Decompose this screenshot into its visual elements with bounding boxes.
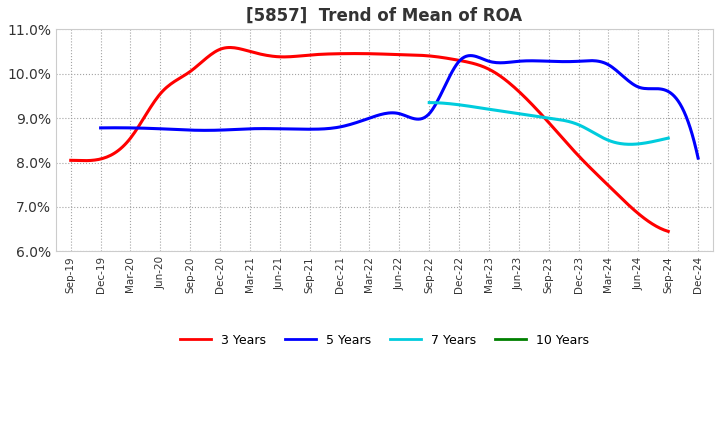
Line: 3 Years: 3 Years [71, 48, 668, 231]
5 Years [96, 125, 105, 131]
7 Years [664, 136, 672, 141]
5 Years [99, 125, 107, 131]
7 Years [567, 120, 576, 125]
3 Years [572, 151, 580, 156]
5 Years [640, 86, 649, 91]
7 Years [626, 142, 634, 147]
7 Years [627, 142, 636, 147]
5 Years [466, 53, 474, 58]
3 Years [434, 54, 443, 59]
3 Years [610, 189, 618, 194]
5 Years [452, 62, 461, 67]
Line: 5 Years: 5 Years [101, 55, 698, 158]
Legend: 3 Years, 5 Years, 7 Years, 10 Years: 3 Years, 5 Years, 7 Years, 10 Years [175, 329, 594, 352]
3 Years [226, 45, 235, 50]
5 Years [602, 61, 611, 66]
3 Years [424, 53, 433, 59]
7 Years [571, 121, 580, 126]
Title: [5857]  Trend of Mean of ROA: [5857] Trend of Mean of ROA [246, 7, 523, 25]
7 Years [567, 119, 575, 125]
3 Years [664, 229, 672, 234]
5 Years [462, 54, 471, 59]
7 Years [642, 140, 651, 145]
3 Years [68, 158, 77, 163]
Line: 7 Years: 7 Years [429, 103, 668, 144]
5 Years [450, 65, 459, 70]
7 Years [426, 100, 434, 105]
3 Years [422, 53, 431, 59]
3 Years [66, 158, 75, 163]
5 Years [694, 155, 703, 161]
7 Years [425, 100, 433, 105]
